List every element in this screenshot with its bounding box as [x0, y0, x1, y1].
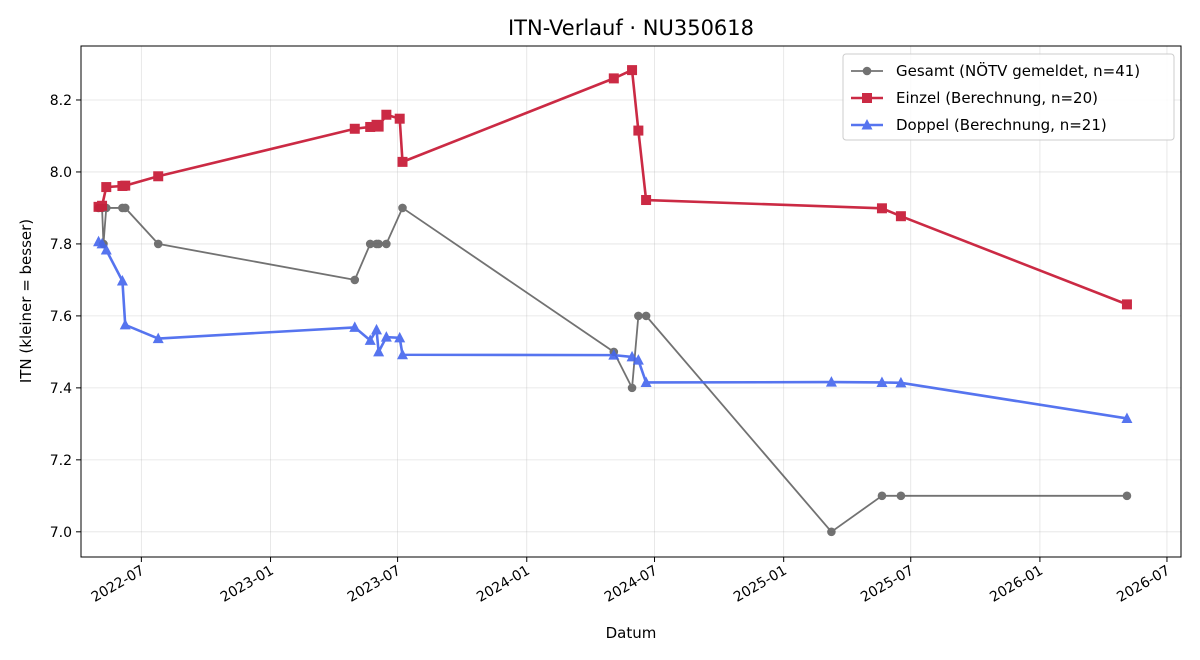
data-point: [365, 239, 375, 249]
data-point: [96, 237, 108, 249]
data-point: [608, 349, 620, 360]
x-axis-title: Datum: [606, 624, 657, 642]
legend-marker: [861, 119, 873, 130]
data-point: [877, 491, 887, 501]
legend-label: Doppel (Berechnung, n=21): [896, 116, 1107, 134]
legend-item: [851, 119, 883, 130]
data-point: [382, 239, 391, 249]
legend-label: Einzel (Berechnung, n=20): [896, 89, 1098, 107]
data-point: [397, 156, 408, 167]
data-point: [825, 376, 837, 387]
data-point: [153, 239, 163, 249]
legend-marker: [862, 66, 872, 76]
data-point: [896, 491, 906, 501]
data-point: [1122, 491, 1132, 501]
plot-frame: [80, 45, 1182, 558]
y-tick-label: 7.4: [50, 381, 72, 397]
data-point: [634, 311, 643, 321]
y-axis-title: ITN (kleiner = besser): [17, 219, 35, 383]
data-point: [398, 203, 407, 213]
data-point: [373, 345, 385, 357]
data-point: [350, 275, 360, 285]
legend-marker: [862, 93, 872, 103]
legend-label: Gesamt (NÖTV gemeldet, n=41): [896, 61, 1140, 80]
data-point: [364, 334, 376, 345]
series-layer: [93, 65, 1133, 537]
data-point: [120, 180, 131, 191]
data-point: [100, 244, 112, 255]
data-point: [152, 332, 164, 344]
series-triangle: [93, 235, 1133, 423]
data-point: [373, 121, 384, 132]
data-point: [380, 331, 392, 342]
data-point: [394, 113, 405, 124]
y-tick-label: 7.8: [50, 237, 72, 253]
legend-item: [851, 66, 883, 76]
legend: Gesamt (NÖTV gemeldet, n=41) Einzel (Bere…: [842, 53, 1175, 141]
data-point: [394, 331, 406, 343]
data-point: [633, 125, 644, 136]
chart-title: ITN-Verlauf · NU350618: [508, 16, 754, 40]
data-point: [632, 354, 644, 365]
data-point: [640, 376, 652, 387]
data-point: [626, 350, 638, 362]
data-point: [397, 348, 409, 360]
legend-item: [851, 93, 883, 103]
data-point: [374, 239, 383, 249]
data-point: [101, 182, 112, 193]
y-tick-label: 7.0: [50, 525, 72, 541]
y-tick-label: 7.2: [50, 453, 72, 469]
data-point: [876, 376, 888, 387]
data-point: [153, 171, 164, 182]
data-point: [1121, 299, 1132, 310]
series-square: [93, 65, 1132, 310]
data-point: [641, 311, 651, 321]
data-point: [895, 211, 906, 222]
data-point: [371, 323, 383, 335]
data-point: [641, 195, 652, 206]
data-point: [381, 109, 392, 120]
data-point: [827, 527, 836, 537]
data-point: [349, 123, 360, 134]
data-point: [895, 376, 907, 388]
data-point: [116, 274, 128, 286]
data-point: [627, 383, 637, 393]
data-point: [119, 318, 131, 330]
legend-box: [842, 53, 1175, 141]
data-point: [349, 321, 361, 332]
data-point: [608, 73, 619, 84]
data-point: [365, 121, 376, 132]
y-tick-label: 8.0: [50, 165, 72, 181]
data-point: [97, 200, 108, 211]
data-point: [627, 65, 638, 76]
y-tick-label: 8.2: [50, 93, 72, 109]
y-tick-label: 7.6: [50, 309, 72, 325]
data-point: [120, 203, 130, 213]
data-point: [876, 203, 887, 214]
data-point: [1121, 412, 1133, 423]
